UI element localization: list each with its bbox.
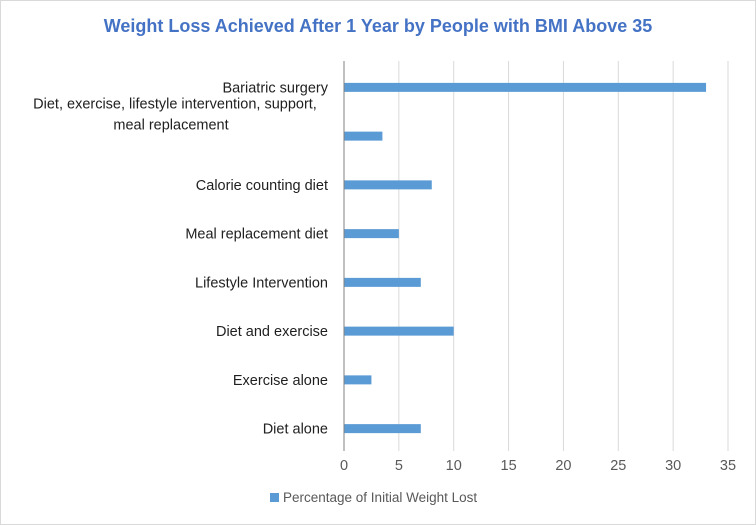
bars — [344, 82, 707, 434]
category-label: Bariatric surgery — [222, 80, 328, 96]
x-tick-label: 30 — [665, 458, 681, 474]
x-tick-label: 0 — [340, 458, 348, 474]
x-tick-label: 10 — [446, 458, 462, 474]
chart-title: Weight Loss Achieved After 1 Year by Peo… — [104, 16, 652, 36]
category-label: meal replacement — [113, 118, 228, 134]
x-tick-label: 5 — [395, 458, 403, 474]
legend-swatch — [270, 493, 279, 502]
category-label: Lifestyle Intervention — [195, 275, 328, 291]
bar — [344, 375, 372, 385]
bar — [344, 82, 707, 92]
bar — [344, 180, 432, 190]
category-label: Diet alone — [263, 422, 328, 438]
bar — [344, 277, 421, 287]
bar — [344, 326, 454, 336]
bar — [344, 131, 383, 141]
legend: Percentage of Initial Weight Lost — [270, 490, 477, 505]
category-label: Diet, exercise, lifestyle intervention, … — [33, 97, 317, 113]
gridlines — [398, 61, 729, 451]
bar — [344, 229, 399, 239]
category-label: Exercise alone — [233, 373, 328, 389]
x-axis-tick-labels: 0 5 10 15 20 25 30 35 — [340, 458, 736, 474]
bar — [344, 424, 421, 434]
category-label: Calorie counting diet — [196, 178, 328, 194]
category-label: Meal replacement diet — [185, 227, 328, 243]
legend-label: Percentage of Initial Weight Lost — [283, 490, 477, 505]
x-tick-label: 25 — [610, 458, 626, 474]
category-label: Diet and exercise — [216, 324, 328, 340]
x-tick-label: 35 — [720, 458, 736, 474]
x-tick-label: 15 — [501, 458, 517, 474]
x-tick-label: 20 — [555, 458, 571, 474]
